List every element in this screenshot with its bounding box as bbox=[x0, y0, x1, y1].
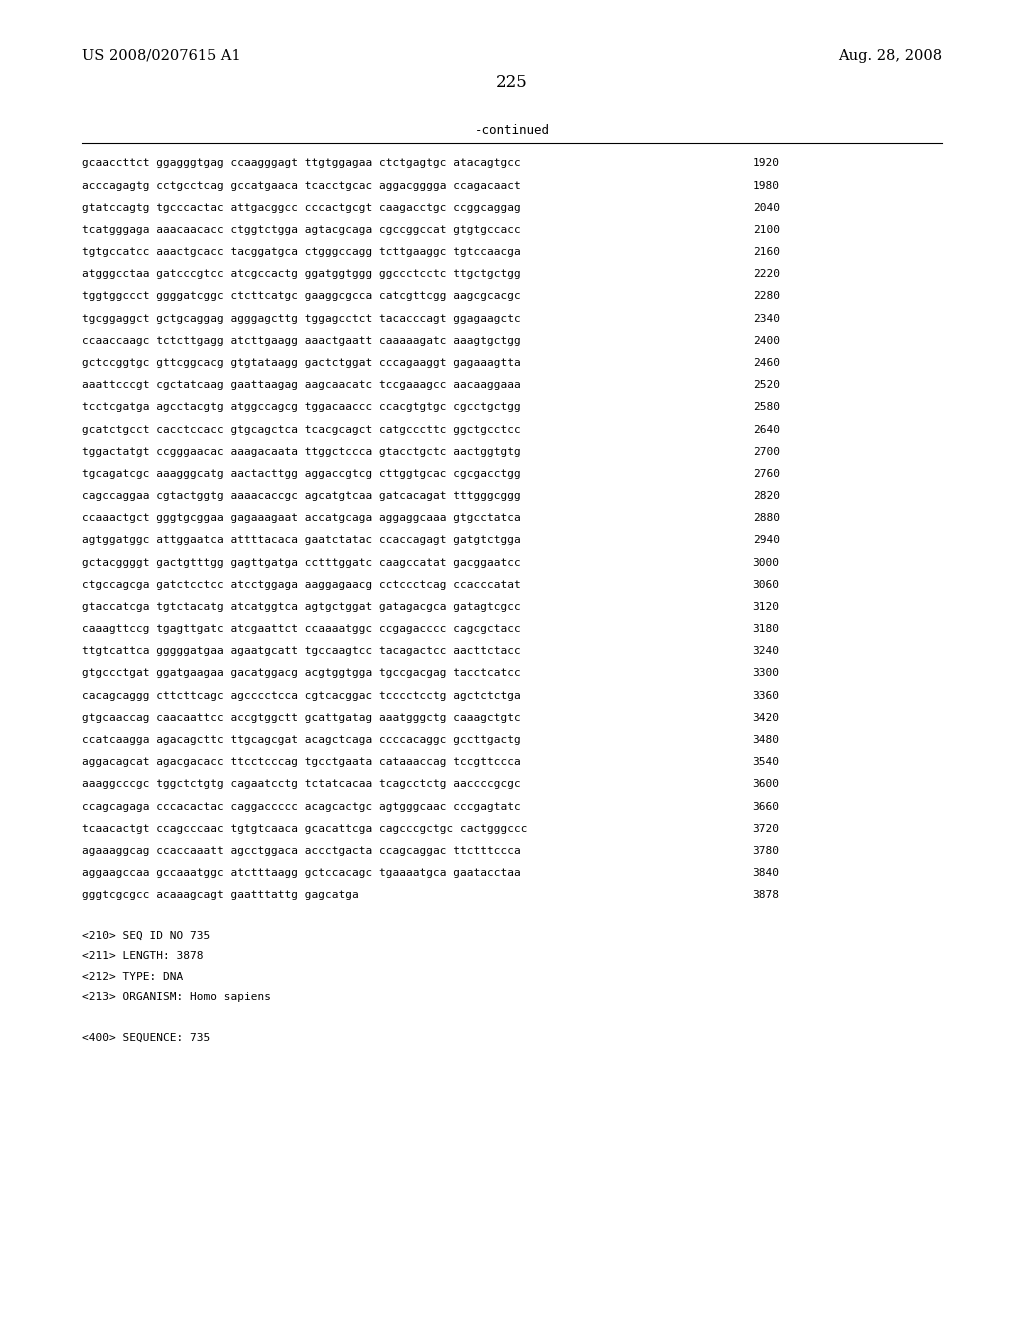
Text: 1980: 1980 bbox=[753, 181, 779, 190]
Text: agtggatggc attggaatca attttacaca gaatctatac ccaccagagt gatgtctgga: agtggatggc attggaatca attttacaca gaatcta… bbox=[82, 536, 520, 545]
Text: 3480: 3480 bbox=[753, 735, 779, 744]
Text: 2880: 2880 bbox=[753, 513, 779, 523]
Text: tgcggaggct gctgcaggag agggagcttg tggagcctct tacacccagt ggagaagctc: tgcggaggct gctgcaggag agggagcttg tggagcc… bbox=[82, 314, 520, 323]
Text: tcatgggaga aaacaacacc ctggtctgga agtacgcaga cgccggccat gtgtgccacc: tcatgggaga aaacaacacc ctggtctgga agtacgc… bbox=[82, 224, 520, 235]
Text: <210> SEQ ID NO 735: <210> SEQ ID NO 735 bbox=[82, 931, 210, 941]
Text: 2340: 2340 bbox=[753, 314, 779, 323]
Text: 3240: 3240 bbox=[753, 647, 779, 656]
Text: -continued: -continued bbox=[474, 124, 550, 137]
Text: tgcagatcgc aaagggcatg aactacttgg aggaccgtcg cttggtgcac cgcgacctgg: tgcagatcgc aaagggcatg aactacttgg aggaccg… bbox=[82, 469, 520, 479]
Text: 2040: 2040 bbox=[753, 203, 779, 213]
Text: tcaacactgt ccagcccaac tgtgtcaaca gcacattcga cagcccgctgc cactgggccc: tcaacactgt ccagcccaac tgtgtcaaca gcacatt… bbox=[82, 824, 527, 834]
Text: 2280: 2280 bbox=[753, 292, 779, 301]
Text: tggactatgt ccgggaacac aaagacaata ttggctccca gtacctgctc aactggtgtg: tggactatgt ccgggaacac aaagacaata ttggctc… bbox=[82, 446, 520, 457]
Text: <213> ORGANISM: Homo sapiens: <213> ORGANISM: Homo sapiens bbox=[82, 993, 271, 1002]
Text: gcaaccttct ggagggtgag ccaagggagt ttgtggagaa ctctgagtgc atacagtgcc: gcaaccttct ggagggtgag ccaagggagt ttgtgga… bbox=[82, 158, 520, 169]
Text: 2220: 2220 bbox=[753, 269, 779, 280]
Text: aaaggcccgc tggctctgtg cagaatcctg tctatcacaa tcagcctctg aaccccgcgc: aaaggcccgc tggctctgtg cagaatcctg tctatca… bbox=[82, 779, 520, 789]
Text: 2460: 2460 bbox=[753, 358, 779, 368]
Text: aggaagccaa gccaaatggc atctttaagg gctccacagc tgaaaatgca gaatacctaa: aggaagccaa gccaaatggc atctttaagg gctccac… bbox=[82, 869, 520, 878]
Text: 3300: 3300 bbox=[753, 668, 779, 678]
Text: Aug. 28, 2008: Aug. 28, 2008 bbox=[838, 49, 942, 63]
Text: tcctcgatga agcctacgtg atggccagcg tggacaaccc ccacgtgtgc cgcctgctgg: tcctcgatga agcctacgtg atggccagcg tggacaa… bbox=[82, 403, 520, 412]
Text: <211> LENGTH: 3878: <211> LENGTH: 3878 bbox=[82, 952, 204, 961]
Text: 3780: 3780 bbox=[753, 846, 779, 855]
Text: ccaaccaagc tctcttgagg atcttgaagg aaactgaatt caaaaagatc aaagtgctgg: ccaaccaagc tctcttgagg atcttgaagg aaactga… bbox=[82, 335, 520, 346]
Text: gggtcgcgcc acaaagcagt gaatttattg gagcatga: gggtcgcgcc acaaagcagt gaatttattg gagcatg… bbox=[82, 890, 358, 900]
Text: <400> SEQUENCE: 735: <400> SEQUENCE: 735 bbox=[82, 1034, 210, 1043]
Text: 2100: 2100 bbox=[753, 224, 779, 235]
Text: ccagcagaga cccacactac caggaccccc acagcactgc agtgggcaac cccgagtatc: ccagcagaga cccacactac caggaccccc acagcac… bbox=[82, 801, 520, 812]
Text: 2640: 2640 bbox=[753, 425, 779, 434]
Text: cacagcaggg cttcttcagc agcccctcca cgtcacggac tcccctcctg agctctctga: cacagcaggg cttcttcagc agcccctcca cgtcacg… bbox=[82, 690, 520, 701]
Text: ttgtcattca gggggatgaa agaatgcatt tgccaagtcc tacagactcc aacttctacc: ttgtcattca gggggatgaa agaatgcatt tgccaag… bbox=[82, 647, 520, 656]
Text: 3840: 3840 bbox=[753, 869, 779, 878]
Text: gtaccatcga tgtctacatg atcatggtca agtgctggat gatagacgca gatagtcgcc: gtaccatcga tgtctacatg atcatggtca agtgctg… bbox=[82, 602, 520, 612]
Text: 3540: 3540 bbox=[753, 758, 779, 767]
Text: aggacagcat agacgacacc ttcctcccag tgcctgaata cataaaccag tccgttccca: aggacagcat agacgacacc ttcctcccag tgcctga… bbox=[82, 758, 520, 767]
Text: gctacggggt gactgtttgg gagttgatga cctttggatc caagccatat gacggaatcc: gctacggggt gactgtttgg gagttgatga cctttgg… bbox=[82, 557, 520, 568]
Text: gtgcaaccag caacaattcc accgtggctt gcattgatag aaatgggctg caaagctgtc: gtgcaaccag caacaattcc accgtggctt gcattga… bbox=[82, 713, 520, 723]
Text: 3720: 3720 bbox=[753, 824, 779, 834]
Text: 225: 225 bbox=[496, 74, 528, 91]
Text: ccaaactgct gggtgcggaa gagaaagaat accatgcaga aggaggcaaa gtgcctatca: ccaaactgct gggtgcggaa gagaaagaat accatgc… bbox=[82, 513, 520, 523]
Text: agaaaggcag ccaccaaatt agcctggaca accctgacta ccagcaggac ttctttccca: agaaaggcag ccaccaaatt agcctggaca accctga… bbox=[82, 846, 520, 855]
Text: tgtgccatcc aaactgcacc tacggatgca ctgggccagg tcttgaaggc tgtccaacga: tgtgccatcc aaactgcacc tacggatgca ctgggcc… bbox=[82, 247, 520, 257]
Text: 3660: 3660 bbox=[753, 801, 779, 812]
Text: 1920: 1920 bbox=[753, 158, 779, 169]
Text: gctccggtgc gttcggcacg gtgtataagg gactctggat cccagaaggt gagaaagtta: gctccggtgc gttcggcacg gtgtataagg gactctg… bbox=[82, 358, 520, 368]
Text: gtatccagtg tgcccactac attgacggcc cccactgcgt caagacctgc ccggcaggag: gtatccagtg tgcccactac attgacggcc cccactg… bbox=[82, 203, 520, 213]
Text: gcatctgcct cacctccacc gtgcagctca tcacgcagct catgcccttc ggctgcctcc: gcatctgcct cacctccacc gtgcagctca tcacgca… bbox=[82, 425, 520, 434]
Text: caaagttccg tgagttgatc atcgaattct ccaaaatggc ccgagacccc cagcgctacc: caaagttccg tgagttgatc atcgaattct ccaaaat… bbox=[82, 624, 520, 634]
Text: 2820: 2820 bbox=[753, 491, 779, 502]
Text: cagccaggaa cgtactggtg aaaacaccgc agcatgtcaa gatcacagat tttgggcggg: cagccaggaa cgtactggtg aaaacaccgc agcatgt… bbox=[82, 491, 520, 502]
Text: 3120: 3120 bbox=[753, 602, 779, 612]
Text: ctgccagcga gatctcctcc atcctggaga aaggagaacg cctccctcag ccacccatat: ctgccagcga gatctcctcc atcctggaga aaggaga… bbox=[82, 579, 520, 590]
Text: 2580: 2580 bbox=[753, 403, 779, 412]
Text: 3180: 3180 bbox=[753, 624, 779, 634]
Text: aaattcccgt cgctatcaag gaattaagag aagcaacatc tccgaaagcc aacaaggaaa: aaattcccgt cgctatcaag gaattaagag aagcaac… bbox=[82, 380, 520, 391]
Text: US 2008/0207615 A1: US 2008/0207615 A1 bbox=[82, 49, 241, 63]
Text: 3600: 3600 bbox=[753, 779, 779, 789]
Text: atgggcctaa gatcccgtcc atcgccactg ggatggtggg ggccctcctc ttgctgctgg: atgggcctaa gatcccgtcc atcgccactg ggatggt… bbox=[82, 269, 520, 280]
Text: 2760: 2760 bbox=[753, 469, 779, 479]
Text: 3360: 3360 bbox=[753, 690, 779, 701]
Text: tggtggccct ggggatcggc ctcttcatgc gaaggcgcca catcgttcgg aagcgcacgc: tggtggccct ggggatcggc ctcttcatgc gaaggcg… bbox=[82, 292, 520, 301]
Text: 3878: 3878 bbox=[753, 890, 779, 900]
Text: 2400: 2400 bbox=[753, 335, 779, 346]
Text: 3060: 3060 bbox=[753, 579, 779, 590]
Text: gtgccctgat ggatgaagaa gacatggacg acgtggtgga tgccgacgag tacctcatcc: gtgccctgat ggatgaagaa gacatggacg acgtggt… bbox=[82, 668, 520, 678]
Text: 3420: 3420 bbox=[753, 713, 779, 723]
Text: 2160: 2160 bbox=[753, 247, 779, 257]
Text: acccagagtg cctgcctcag gccatgaaca tcacctgcac aggacgggga ccagacaact: acccagagtg cctgcctcag gccatgaaca tcacctg… bbox=[82, 181, 520, 190]
Text: <212> TYPE: DNA: <212> TYPE: DNA bbox=[82, 972, 183, 982]
Text: 2700: 2700 bbox=[753, 446, 779, 457]
Text: ccatcaagga agacagcttc ttgcagcgat acagctcaga ccccacaggc gccttgactg: ccatcaagga agacagcttc ttgcagcgat acagctc… bbox=[82, 735, 520, 744]
Text: 3000: 3000 bbox=[753, 557, 779, 568]
Text: 2520: 2520 bbox=[753, 380, 779, 391]
Text: 2940: 2940 bbox=[753, 536, 779, 545]
